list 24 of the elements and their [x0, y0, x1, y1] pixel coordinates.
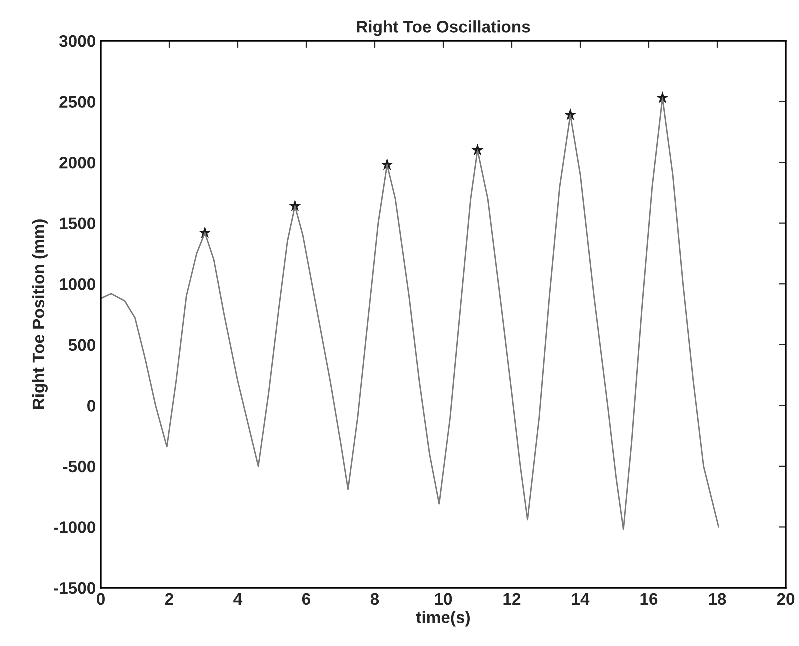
x-tick-label: 18	[709, 593, 726, 606]
x-tick-label: 16	[640, 593, 658, 606]
x-axis-title: time(s)	[416, 611, 470, 627]
y-tick-label: -1000	[54, 522, 96, 534]
x-tick-label: 0	[97, 593, 105, 606]
x-tick-label: 10	[435, 593, 452, 606]
x-tick-label: 20	[777, 593, 795, 606]
y-tick-label: 3000	[59, 35, 96, 48]
x-tick-label: 8	[370, 593, 380, 606]
y-tick-label: 2500	[60, 96, 96, 108]
y-tick-label: 1500	[60, 218, 96, 230]
y-tick-label: 1000	[60, 278, 96, 290]
y-tick-label: -1500	[54, 582, 96, 594]
x-tick-label: 12	[504, 593, 521, 605]
y-tick-label: -500	[63, 460, 96, 473]
y-tick-label: 0	[88, 400, 96, 412]
y-tick-label: 2000	[60, 156, 96, 169]
x-tick-label: 2	[165, 593, 174, 605]
x-tick-label: 6	[302, 593, 311, 606]
y-tick-label: 500	[68, 339, 96, 352]
x-tick-label: 4	[234, 593, 243, 605]
y-axis-title: Right Toe Position (mm)	[32, 220, 48, 410]
chart-title: Right Toe Oscillations	[357, 20, 530, 36]
x-tick-label: 14	[572, 593, 590, 605]
